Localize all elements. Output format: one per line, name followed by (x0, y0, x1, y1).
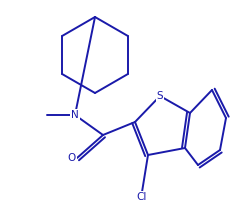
Text: S: S (157, 91, 163, 101)
Text: O: O (68, 153, 76, 163)
Text: N: N (71, 110, 79, 120)
Text: Cl: Cl (137, 192, 147, 202)
